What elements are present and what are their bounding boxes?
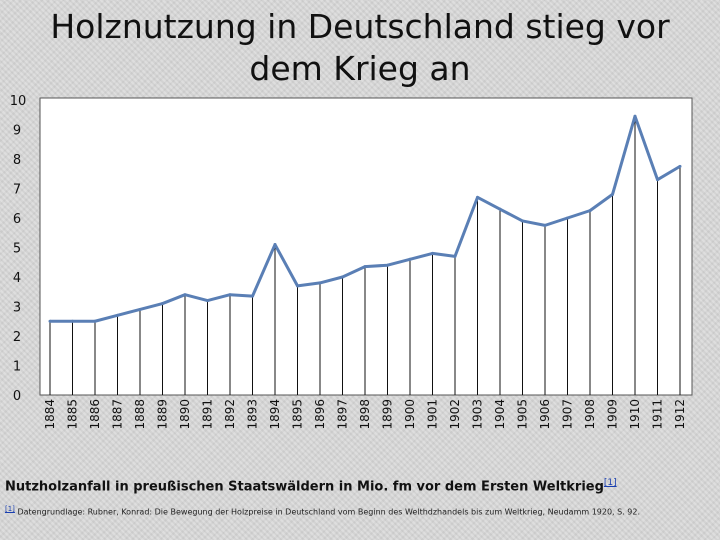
data-point xyxy=(138,307,142,311)
chart-title: Holznutzung in Deutschland stieg vor dem… xyxy=(50,7,670,88)
x-tick-label: 1902 xyxy=(448,399,462,430)
data-point xyxy=(543,223,547,227)
data-point xyxy=(161,302,164,306)
data-point xyxy=(611,192,614,196)
x-tick-label: 1912 xyxy=(673,399,687,430)
data-point xyxy=(656,178,659,182)
x-tick-label: 1907 xyxy=(561,399,575,430)
x-tick-label: 1910 xyxy=(628,399,642,430)
data-point xyxy=(71,319,74,323)
x-tick-label: 1889 xyxy=(156,399,170,430)
y-tick-label: 10 xyxy=(10,94,27,109)
x-tick-label: 1892 xyxy=(223,399,237,430)
x-tick-label: 1887 xyxy=(111,399,125,430)
x-tick-label: 1886 xyxy=(88,399,102,430)
y-tick-label: 4 xyxy=(13,271,21,286)
data-point xyxy=(206,299,209,303)
x-tick-label: 1893 xyxy=(246,399,260,430)
x-tick-label: 1888 xyxy=(133,399,147,430)
y-tick-label: 9 xyxy=(13,124,21,139)
y-tick-label: 3 xyxy=(13,301,21,316)
data-point xyxy=(48,319,52,323)
data-point xyxy=(408,257,412,261)
x-tick-label: 1890 xyxy=(178,399,192,430)
x-tick-label: 1891 xyxy=(201,399,215,430)
data-point xyxy=(296,284,299,288)
data-point xyxy=(341,275,344,279)
x-tick-label: 1899 xyxy=(381,399,395,430)
data-point xyxy=(633,114,637,118)
data-point xyxy=(183,293,187,297)
data-point xyxy=(363,265,367,269)
source-footnote: [1] Datengrundlage: Rubner, Konrad: Die … xyxy=(5,505,640,517)
footnote-text: Datengrundlage: Rubner, Konrad: Die Bewe… xyxy=(17,507,641,517)
plot-area xyxy=(39,97,693,396)
x-tick-label: 1900 xyxy=(403,399,417,430)
y-tick-label: 0 xyxy=(13,389,21,404)
x-tick-label: 1903 xyxy=(471,399,485,430)
data-point xyxy=(116,313,119,317)
caption-ref-link[interactable]: [1] xyxy=(603,478,617,488)
chart-caption: Nutzholzanfall in preußischen Staatswäld… xyxy=(5,478,617,494)
data-point xyxy=(251,294,254,298)
data-point xyxy=(453,254,457,258)
data-point xyxy=(318,281,322,285)
data-point xyxy=(678,164,682,168)
x-tick-label: 1908 xyxy=(583,399,597,430)
x-tick-label: 1895 xyxy=(291,399,305,430)
data-point xyxy=(588,209,592,213)
x-tick-label: 1911 xyxy=(651,399,665,430)
data-point xyxy=(476,195,479,199)
x-tick-label: 1885 xyxy=(66,399,80,430)
x-tick-label: 1894 xyxy=(268,399,282,430)
footnote-ref-link[interactable]: [1] xyxy=(5,505,15,513)
data-point xyxy=(386,263,389,267)
data-point xyxy=(228,293,232,297)
data-point xyxy=(93,319,97,323)
x-tick-label: 1909 xyxy=(606,399,620,430)
data-point xyxy=(566,216,569,220)
x-tick-label: 1884 xyxy=(43,399,57,430)
x-tick-label: 1898 xyxy=(358,399,372,430)
x-tick-label: 1906 xyxy=(538,399,552,430)
x-tick-label: 1904 xyxy=(493,399,507,430)
x-tick-label: 1896 xyxy=(313,399,327,430)
y-tick-label: 7 xyxy=(13,183,21,198)
y-tick-label: 5 xyxy=(13,242,21,257)
y-tick-label: 2 xyxy=(13,330,21,345)
x-tick-label: 1901 xyxy=(426,399,440,430)
data-point xyxy=(431,251,434,255)
data-point xyxy=(273,243,277,247)
caption-text: Nutzholzanfall in preußischen Staatswäld… xyxy=(5,479,604,495)
y-tick-label: 6 xyxy=(13,212,21,227)
y-tick-label: 1 xyxy=(13,360,21,375)
x-tick-label: 1897 xyxy=(336,399,350,430)
x-tick-label: 1905 xyxy=(516,399,530,430)
y-tick-label: 8 xyxy=(13,153,21,168)
data-point xyxy=(521,219,524,223)
data-point xyxy=(498,207,502,211)
